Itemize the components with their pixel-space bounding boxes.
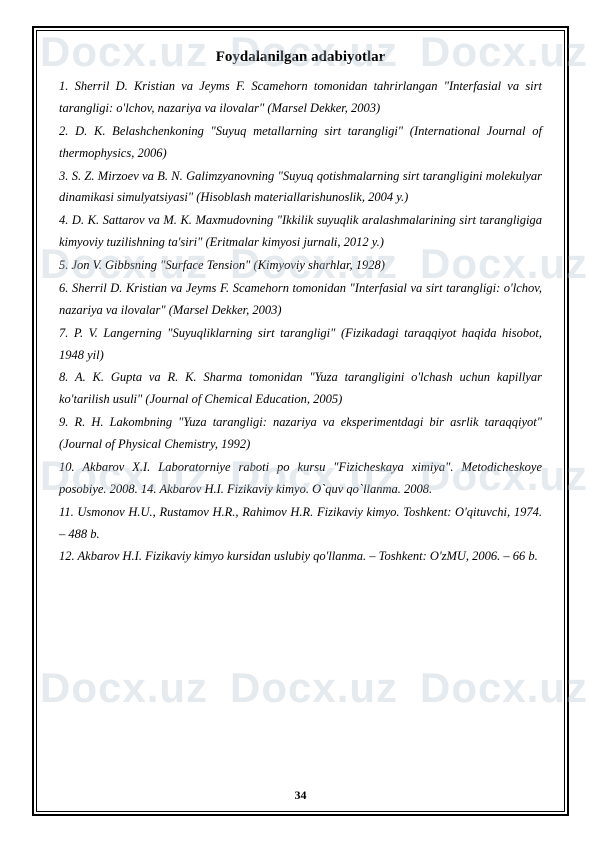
reference-item: 12. Akbarov H.I. Fizikaviy kimyo kursida… xyxy=(59,546,542,568)
reference-item: 7. P. V. Langerning "Suyuqliklarning sir… xyxy=(59,323,542,367)
references-list: 1. Sherril D. Kristian va Jeyms F. Scame… xyxy=(59,76,542,568)
page-number: 34 xyxy=(295,788,307,803)
reference-item: 5. Jon V. Gibbsning "Surface Tension" (K… xyxy=(59,255,542,277)
reference-item: 11. Usmonov H.U., Rustamov H.R., Rahimov… xyxy=(59,502,542,546)
page-inner-border: Foydalanilgan adabiyotlar 1. Sherril D. … xyxy=(36,30,565,812)
reference-item: 8. A. K. Gupta va R. K. Sharma tomonidan… xyxy=(59,367,542,411)
reference-item: 1. Sherril D. Kristian va Jeyms F. Scame… xyxy=(59,76,542,120)
reference-item: 4. D. K. Sattarov va M. K. Maxmudovning … xyxy=(59,210,542,254)
page-title: Foydalanilgan adabiyotlar xyxy=(59,49,542,66)
reference-item: 9. R. H. Lakombning "Yuza tarangligi: na… xyxy=(59,412,542,456)
reference-item: 6. Sherril D. Kristian va Jeyms F. Scame… xyxy=(59,278,542,322)
reference-item: 2. D. K. Belashchenkoning "Suyuq metalla… xyxy=(59,121,542,165)
reference-item: 3. S. Z. Mirzoev va B. N. Galimzyanovnin… xyxy=(59,166,542,210)
reference-item: 10. Akbarov X.I. Laboratorniye raboti po… xyxy=(59,457,542,501)
